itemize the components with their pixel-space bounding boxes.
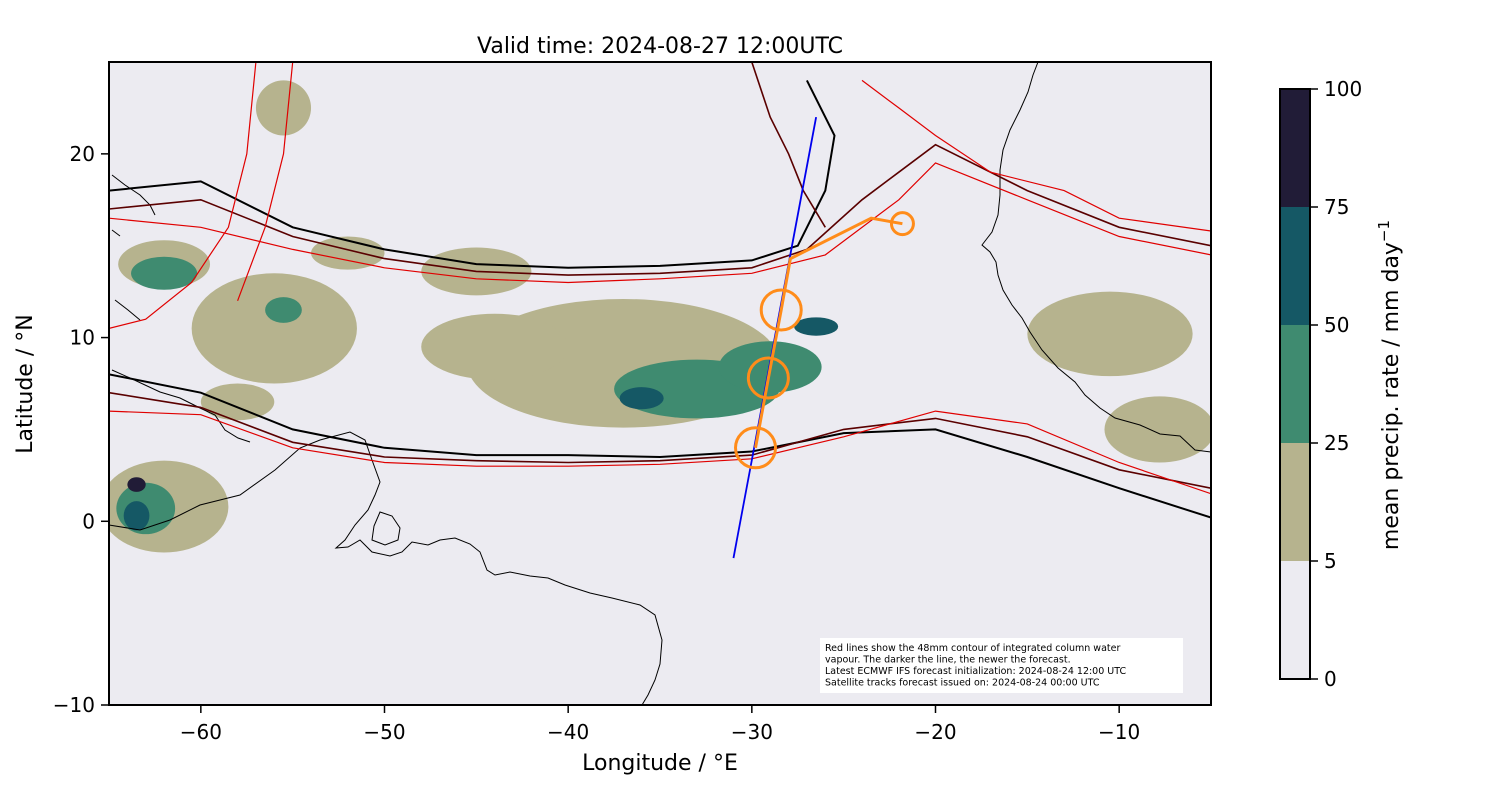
- y-tick-label: 10: [70, 326, 95, 350]
- flight-circle: [889, 211, 915, 237]
- cwv-contour-old: [237, 62, 294, 302]
- colorbar-tick-label: 0: [1324, 667, 1337, 691]
- cwv-contour-old: [109, 62, 257, 329]
- x-tick-label: −60: [180, 720, 222, 744]
- precip-region-level-1: [191, 273, 357, 384]
- coastline-caribbean: [111, 369, 251, 443]
- legend-note-box: Red lines show the 48mm contour of integ…: [820, 638, 1183, 693]
- colorbar-tick-label: 25: [1324, 431, 1349, 455]
- colorbar-segment: [1280, 89, 1310, 207]
- precip-region-level-1: [421, 313, 569, 380]
- colorbar-tick-label: 75: [1324, 195, 1349, 219]
- legend-note-line-4: Satellite tracks forecast issued on: 202…: [825, 678, 1100, 689]
- y-tick-label: 0: [82, 509, 95, 533]
- colorbar-tick-label: 100: [1324, 77, 1362, 101]
- colorbar-segment: [1280, 325, 1310, 443]
- colorbar-label: mean precip. rate / mm day−1: [1375, 220, 1404, 550]
- x-tick-label: −40: [547, 720, 589, 744]
- colorbar-tick-label: 5: [1324, 549, 1337, 573]
- y-axis-label: Latitude / °N: [13, 314, 38, 453]
- x-tick-label: −20: [914, 720, 956, 744]
- precip-region-level-1: [200, 383, 275, 421]
- legend-note-line-3: Latest ECMWF IFS forecast initialization…: [825, 666, 1126, 677]
- y-axis: −10 0 10 20: [53, 142, 109, 717]
- colorbar-tick-label: 50: [1324, 313, 1349, 337]
- colorbar-segment: [1280, 443, 1310, 561]
- chart-title: Valid time: 2024-08-27 12:00UTC: [477, 34, 843, 59]
- flight-circle: [746, 356, 790, 400]
- precip-region-level-2: [265, 297, 302, 323]
- legend-note-line-1: Red lines show the 48mm contour of integ…: [825, 643, 1120, 654]
- x-tick-label: −50: [363, 720, 405, 744]
- colorbar-label-text: mean precip. rate / mm day: [1379, 242, 1404, 550]
- cwv-contour-mid: [109, 143, 1211, 276]
- x-axis-label: Longitude / °E: [582, 751, 738, 776]
- precip-region-level-2: [131, 256, 198, 290]
- precip-region-level-3: [123, 501, 150, 531]
- legend-note-line-2: vapour. The darker the line, the newer t…: [825, 655, 1071, 666]
- plot-frame: [108, 61, 1212, 706]
- cwv-contour-old: [109, 162, 1211, 284]
- precip-region-level-1: [1104, 396, 1211, 463]
- colorbar-label-superscript: −1: [1375, 220, 1393, 242]
- precip-region-level-1: [255, 80, 312, 136]
- precip-region-level-4: [127, 477, 146, 492]
- flight-circle: [759, 288, 803, 332]
- colorbar-segment: [1280, 207, 1310, 325]
- colorbar-frame: [1279, 88, 1311, 680]
- colorbar-segment: [1280, 561, 1310, 679]
- cwv-contour-mid: [751, 62, 826, 228]
- cwv-contours: [109, 62, 1211, 519]
- flight-circle: [734, 426, 778, 470]
- x-axis: −60 −50 −40 −30 −20 −10: [180, 705, 1140, 744]
- colorbar: 0 5 25 50 75 100: [1279, 77, 1362, 691]
- tracks: [732, 116, 915, 559]
- cwv-contour-mid: [109, 391, 1211, 489]
- coastlines: [109, 62, 1211, 705]
- cwv-contour-newest: [109, 79, 836, 269]
- coastline-south-america: [109, 431, 663, 705]
- flight-track: [754, 216, 903, 449]
- y-tick-label: 20: [70, 142, 95, 166]
- legend-note-background: [820, 638, 1183, 693]
- precip-region-level-3: [794, 317, 839, 336]
- precip-region-level-3: [619, 387, 664, 410]
- x-tick-label: −10: [1098, 720, 1140, 744]
- coastline-africa: [981, 62, 1211, 453]
- x-tick-label: −30: [731, 720, 773, 744]
- precip-region-level-1: [1027, 291, 1193, 377]
- coastline-islands: [111, 174, 156, 321]
- cwv-contour-newest: [109, 373, 1211, 519]
- cwv-contour-old: [109, 410, 1211, 495]
- coastline-south-america-islands: [371, 511, 401, 546]
- precipitation-field: [109, 80, 1211, 553]
- y-tick-label: −10: [53, 693, 95, 717]
- cwv-contour-old: [861, 79, 1211, 232]
